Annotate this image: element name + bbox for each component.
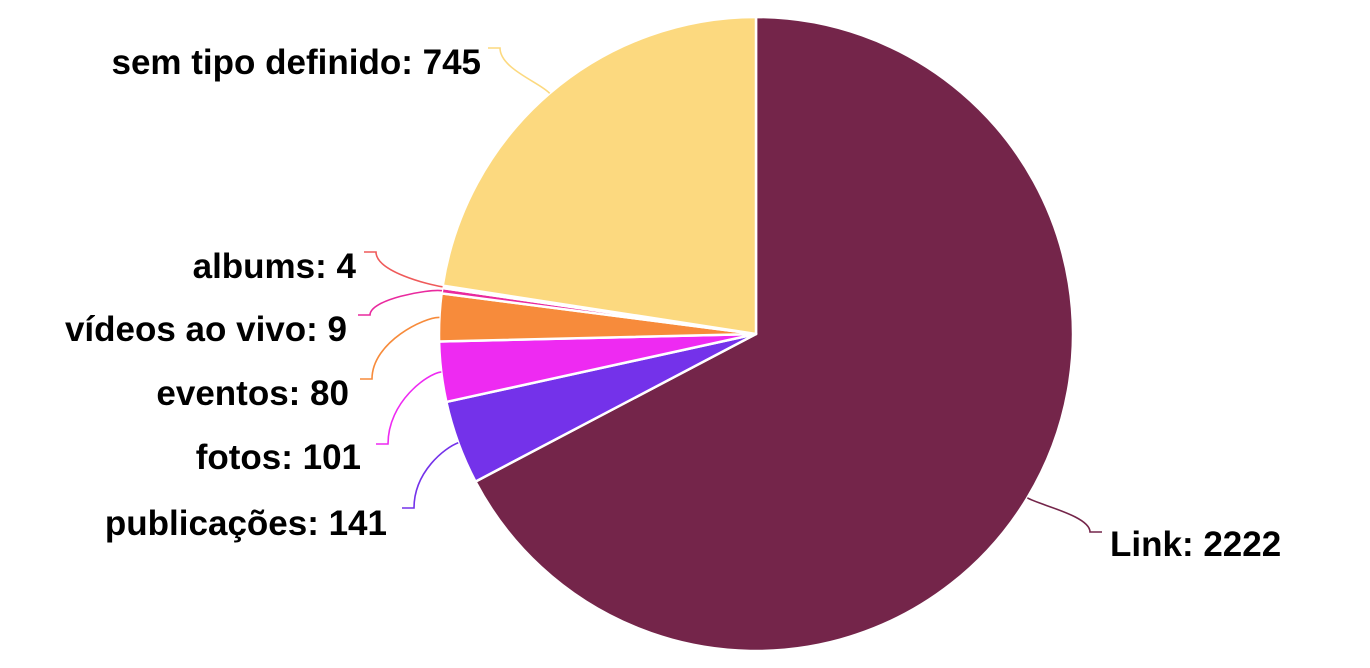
slice-label-fotos: fotos: 101 <box>196 438 361 477</box>
slice-label-albums: albums: 4 <box>193 247 357 286</box>
leader-line-publicacoes <box>402 441 459 509</box>
slice-label-publicacoes: publicações: 141 <box>105 504 387 543</box>
pie-slices <box>437 15 1075 653</box>
slice-label-sem-tipo-definido: sem tipo definido: 745 <box>112 43 482 82</box>
slice-label-eventos: eventos: 80 <box>156 374 349 413</box>
pie-slice-sem-tipo-definido <box>441 15 758 336</box>
pie-slice-link <box>474 15 1075 653</box>
label-leaders <box>358 47 1102 533</box>
leader-line-sem-tipo-definido <box>488 47 551 94</box>
leader-line-videos-ao-vivo <box>358 289 443 316</box>
slice-labels: Link: 2222 publicações: 141 fotos: 101 even… <box>65 43 1281 564</box>
slice-label-videos-ao-vivo: vídeos ao vivo: 9 <box>65 310 347 349</box>
leader-line-albums <box>364 251 443 288</box>
leader-line-eventos <box>360 316 440 380</box>
slice-label-link: Link: 2222 <box>1110 525 1281 564</box>
leader-line-fotos <box>376 371 442 445</box>
leader-line-link <box>1026 497 1102 533</box>
